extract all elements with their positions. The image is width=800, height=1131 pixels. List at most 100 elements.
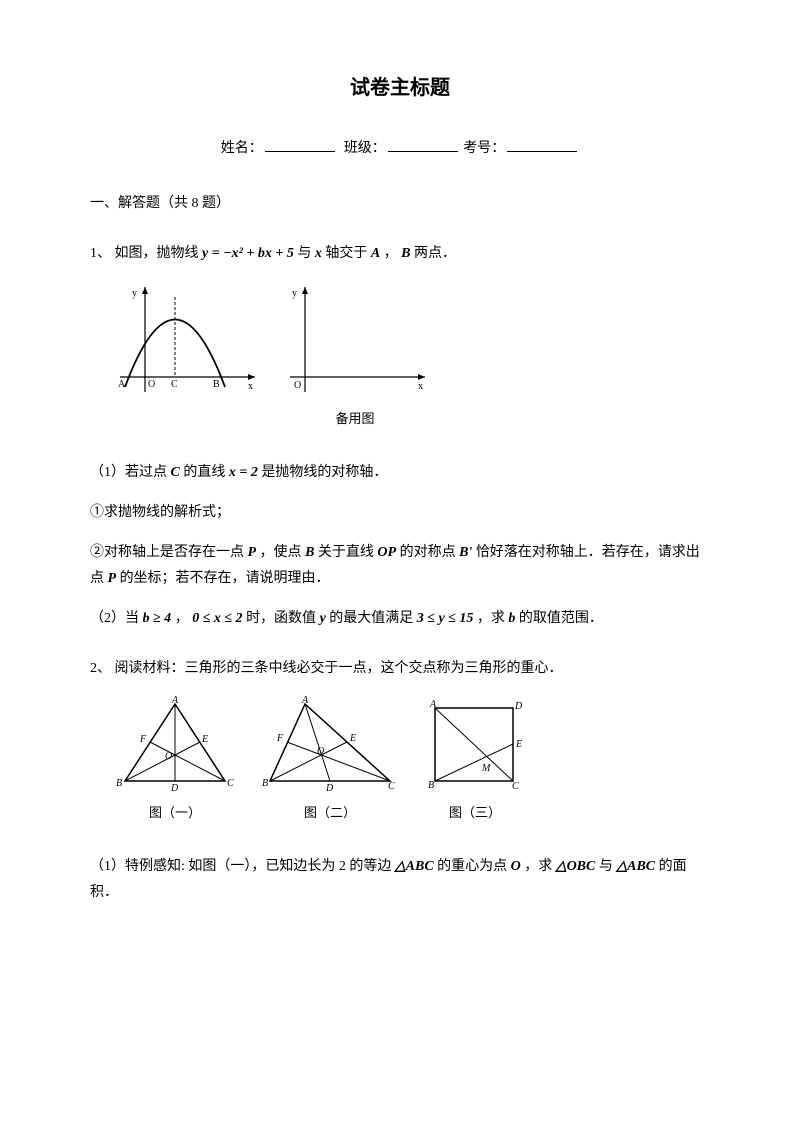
q1-var-x: x [315,246,322,261]
svg-text:B: B [262,778,268,789]
q1-prefix: 1、 如图，抛物线 [90,246,199,261]
q1-p1-C: C [171,465,180,480]
general-triangle: A B C D E F O [260,696,400,796]
q1-p2-d: 的最大值满足 [329,611,413,626]
student-info-line: 姓名： 班级： 考号： [90,136,710,161]
q1-s2-Bp: B' [459,545,472,560]
q1-point-b: B [401,246,410,261]
square-diagram: A D B C E M [420,696,530,796]
q1-figures: A O C B x y O x y 备用图 [110,282,710,430]
q1-stem: 1、 如图，抛物线 y = −x² + bx + 5 与 x 轴交于 A ， B… [90,241,710,266]
q1-s2-a: ②对称轴上是否存在一点 [90,545,244,560]
svg-text:O: O [294,380,301,391]
q1-point-a: A [371,246,380,261]
page-title: 试卷主标题 [90,70,710,106]
q1-tail: 两点． [414,246,456,261]
q1-s2-P2: P [108,571,117,586]
question-2: 2、 阅读材料：三角形的三条中线必交于一点，这个交点称为三角形的重心． A B … [90,656,710,905]
q1-p1-a: （1）若过点 [90,465,167,480]
q1-comma: ， [384,246,398,261]
svg-text:M: M [481,763,491,774]
q2-p1-c: ，求 [524,859,552,874]
q1-part1-sub1: ①求抛物线的解析式； [90,500,710,525]
q2-intro: 2、 阅读材料：三角形的三条中线必交于一点，这个交点称为三角形的重心． [90,656,710,681]
svg-text:y: y [132,288,137,299]
q2-tri1: △ABC [395,859,434,874]
q1-part1-sub2: ②对称轴上是否存在一点 P ，使点 B 关于直线 OP 的对称点 B' 恰好落在… [90,540,710,590]
svg-text:C: C [227,778,234,789]
q1-s2-b: ，使点 [260,545,302,560]
q1-figure-1: A O C B x y [110,282,260,430]
q2-O: O [511,859,521,874]
q1-p2-eq1: b ≥ 4 [143,611,172,626]
q2-figure-1: A B C D E F O 图（一） [110,696,240,824]
q2-figure-2: A B C D E F O 图（二） [260,696,400,824]
svg-text:y: y [292,288,297,299]
q1-p2-a: （2）当 [90,611,139,626]
q1-p2-b: ， [175,611,189,626]
q1-mid1: 与 [297,246,311,261]
q2-p1-a: （1）特例感知: 如图（一），已知边长为 2 的等边 [90,859,391,874]
svg-text:A: A [118,379,126,390]
q1-p1-eq: x = 2 [229,465,258,480]
svg-text:E: E [201,734,208,745]
q1-equation: y = −x² + bx + 5 [202,246,294,261]
q1-s2-c: 关于直线 [318,545,374,560]
q1-p2-bvar: b [508,611,515,626]
q1-s2-B: B [305,545,314,560]
svg-text:x: x [248,381,253,392]
q1-s2-d: 的对称点 [400,545,456,560]
svg-text:C: C [512,781,519,792]
svg-text:D: D [170,783,179,794]
q1-part1: （1）若过点 C 的直线 x = 2 是抛物线的对称轴． [90,460,710,485]
q1-s2-P: P [248,545,257,560]
svg-text:B: B [213,379,220,390]
q2-p1-b: 的重心为点 [437,859,507,874]
question-1: 1、 如图，抛物线 y = −x² + bx + 5 与 x 轴交于 A ， B… [90,241,710,631]
q1-p2-f: 的取值范围． [519,611,603,626]
svg-text:E: E [349,733,356,744]
svg-text:D: D [514,701,523,712]
q2-tri3: △ABC [616,859,655,874]
examno-blank [507,136,577,152]
q1-s2-OP: OP [377,545,396,560]
svg-text:D: D [325,783,334,794]
svg-text:B: B [428,780,434,791]
q2-cap1: 图（一） [149,801,201,824]
q2-figure-3: A D B C E M 图（三） [420,696,530,824]
blank-axes-graph: O x y [280,282,430,402]
q1-p1-c: 是抛物线的对称轴． [261,465,387,480]
svg-text:x: x [418,381,423,392]
q1-p2-c: 时，函数值 [246,611,316,626]
q1-fig2-caption: 备用图 [335,407,374,430]
q2-tri2: △OBC [556,859,596,874]
q2-cap2: 图（二） [304,801,356,824]
svg-text:O: O [317,746,324,757]
svg-text:E: E [515,739,522,750]
class-blank [388,136,458,152]
svg-text:O: O [165,751,172,762]
svg-text:A: A [301,696,309,706]
svg-text:F: F [139,734,147,745]
q1-p2-e: ，求 [477,611,505,626]
svg-text:B: B [116,778,122,789]
name-blank [265,136,335,152]
q1-p2-eq2: 0 ≤ x ≤ 2 [192,611,242,626]
q1-p2-y: y [320,611,326,626]
q1-p2-eq3: 3 ≤ y ≤ 15 [417,611,474,626]
parabola-graph: A O C B x y [110,282,260,402]
name-label: 姓名： [221,141,263,156]
q2-p1-d: 与 [599,859,613,874]
svg-text:C: C [171,379,178,390]
svg-text:A: A [429,699,437,710]
q1-figure-2: O x y 备用图 [280,282,430,430]
q2-part1: （1）特例感知: 如图（一），已知边长为 2 的等边 △ABC 的重心为点 O … [90,854,710,904]
equilateral-triangle: A B C D E F O [110,696,240,796]
class-label: 班级： [344,141,386,156]
svg-text:A: A [171,696,179,706]
q2-figures: A B C D E F O 图（一） A B C D E F [110,696,710,824]
q2-cap3: 图（三） [449,801,501,824]
q1-part2: （2）当 b ≥ 4 ， 0 ≤ x ≤ 2 时，函数值 y 的最大值满足 3 … [90,606,710,631]
examno-label: 考号： [463,141,505,156]
svg-text:C: C [388,781,395,792]
